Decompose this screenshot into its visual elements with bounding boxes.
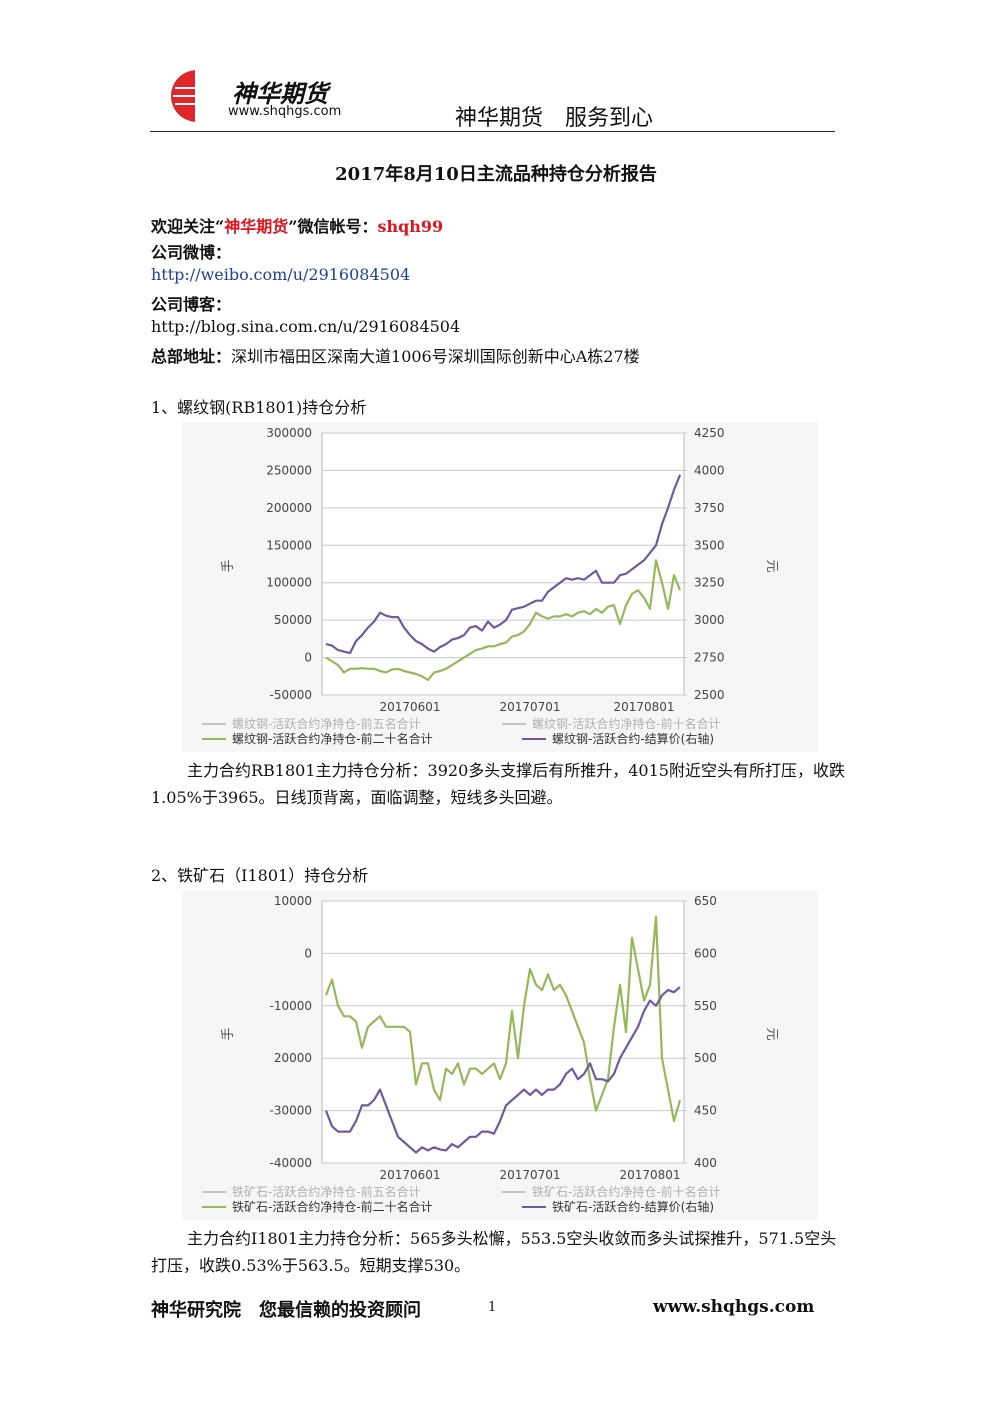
legend-label: 螺纹钢-活跃合约净持仓-前二十名合计 xyxy=(232,731,433,746)
series-line xyxy=(324,915,682,1123)
section-heading: 1、螺纹钢(RB1801)持仓分析 xyxy=(151,398,367,417)
legend-label: 螺纹钢-活跃合约-结算价(右轴) xyxy=(552,731,714,746)
y2-axis-label: 元 xyxy=(764,559,779,572)
y-axis-label: 手 xyxy=(221,1027,236,1040)
legend-label: 铁矿石-活跃合约-结算价(右轴) xyxy=(552,1199,714,1214)
y-tick-label: -40000 xyxy=(269,1156,312,1170)
y2-tick-label: 450 xyxy=(694,1104,717,1118)
logo-name: 神华期货 xyxy=(232,80,328,108)
y-tick-label: 50000 xyxy=(274,613,312,627)
series-line xyxy=(325,474,682,655)
y2-tick-label: 2750 xyxy=(694,651,725,665)
footer-left: 神华研究院 您最信赖的投资顾问 xyxy=(151,1300,421,1321)
x-tick-label: 20170801 xyxy=(619,1168,680,1182)
section-heading: 2、铁矿石（I1801）持仓分析 xyxy=(151,866,369,885)
plot-area xyxy=(321,432,685,696)
y-tick-label: 0 xyxy=(304,946,312,960)
address: 深圳市福田区深南大道1006号深圳国际创新中心A栋27楼 xyxy=(231,347,640,366)
y2-tick-label: 500 xyxy=(694,1051,717,1065)
x-tick-label: 20170701 xyxy=(499,700,560,714)
chart: -40000 -30000 20000 -10000 0 10000 400 450 500 55… xyxy=(182,890,818,1220)
doc-title: 2017年8月10日主流品种持仓分析报告 xyxy=(335,164,657,185)
x-tick-label: 20170701 xyxy=(499,1168,560,1182)
slogan: 神华期货 服务到心 xyxy=(455,106,654,131)
brand-name: 神华期货 xyxy=(224,217,289,236)
y-axis-label: 手 xyxy=(221,559,236,572)
logo-url: www.shqhgs.com xyxy=(228,104,342,119)
y-tick-label: 0 xyxy=(304,651,312,665)
y2-tick-label: 3250 xyxy=(694,576,725,590)
page-number: 1 xyxy=(488,1300,497,1315)
footer-url: www.shqhgs.com xyxy=(653,1297,815,1317)
chart: -50000 0 50000 100000 150000 200000 250000 3000… xyxy=(182,422,818,752)
legend-label: 铁矿石-活跃合约净持仓-前二十名合计 xyxy=(232,1199,433,1214)
y2-tick-label: 550 xyxy=(694,999,717,1013)
weibo-label: 公司微博： xyxy=(151,243,232,262)
legend-label: 铁矿石-活跃合约净持仓-前五名合计 xyxy=(232,1184,421,1199)
y2-tick-label: 3000 xyxy=(694,613,725,627)
y2-tick-label: 600 xyxy=(694,946,717,960)
series-line xyxy=(324,986,681,1154)
plot-area xyxy=(321,900,685,1164)
legend-label: 螺纹钢-活跃合约净持仓-前五名合计 xyxy=(232,716,421,731)
y2-tick-label: 650 xyxy=(694,894,717,908)
wechat-id: shqh99 xyxy=(377,217,444,236)
x-tick-label: 20170801 xyxy=(613,700,674,714)
y2-tick-label: 2500 xyxy=(694,688,725,702)
y-tick-label: 200000 xyxy=(266,501,312,515)
address-label: 总部地址： xyxy=(151,347,232,366)
x-tick-label: 20170601 xyxy=(379,1168,440,1182)
y2-tick-label: 3500 xyxy=(694,538,725,552)
y-tick-label: -50000 xyxy=(269,688,312,702)
y-tick-label: 100000 xyxy=(266,576,312,590)
analysis: 主力合约I1801主力持仓分析：565多头松懈，553.5空头收敛而多头试探推升… xyxy=(151,1229,837,1275)
blog-link[interactable]: http://blog.sina.com.cn/u/2916084504 xyxy=(151,317,461,336)
y2-tick-label: 400 xyxy=(694,1156,717,1170)
series-line xyxy=(325,559,682,682)
y-tick-label: 300000 xyxy=(266,426,312,440)
y-tick-label: 250000 xyxy=(266,463,312,477)
analysis: 主力合约RB1801主力持仓分析：3920多头支撑后有所推升，4015附近空头有… xyxy=(151,761,845,807)
address-line: 总部地址：深圳市福田区深南大道1006号深圳国际创新中心A栋27楼 xyxy=(151,343,640,367)
y-tick-label: -10000 xyxy=(269,999,312,1013)
y2-tick-label: 4250 xyxy=(694,426,725,440)
y-tick-label: 20000 xyxy=(274,1051,312,1065)
legend-label: 铁矿石-活跃合约净持仓-前十名合计 xyxy=(532,1184,721,1199)
y-tick-label: -30000 xyxy=(269,1104,312,1118)
blog-label: 公司博客： xyxy=(151,295,232,314)
welcome-text: ”微信帐号： xyxy=(288,217,378,236)
header-rule xyxy=(150,131,835,132)
weibo-link[interactable]: http://weibo.com/u/2916084504 xyxy=(151,265,411,284)
welcome-text: 欢迎关注“ xyxy=(151,217,225,236)
x-tick-label: 20170601 xyxy=(379,700,440,714)
y-tick-label: 10000 xyxy=(274,894,312,908)
y2-tick-label: 4000 xyxy=(694,463,725,477)
y2-tick-label: 3750 xyxy=(694,501,725,515)
logo-mark xyxy=(171,70,195,122)
legend-label: 螺纹钢-活跃合约净持仓-前十名合计 xyxy=(532,716,721,731)
y-tick-label: 150000 xyxy=(266,538,312,552)
y2-axis-label: 元 xyxy=(764,1027,779,1040)
welcome-line: 欢迎关注“神华期货”微信帐号：shqh99 xyxy=(151,213,443,237)
